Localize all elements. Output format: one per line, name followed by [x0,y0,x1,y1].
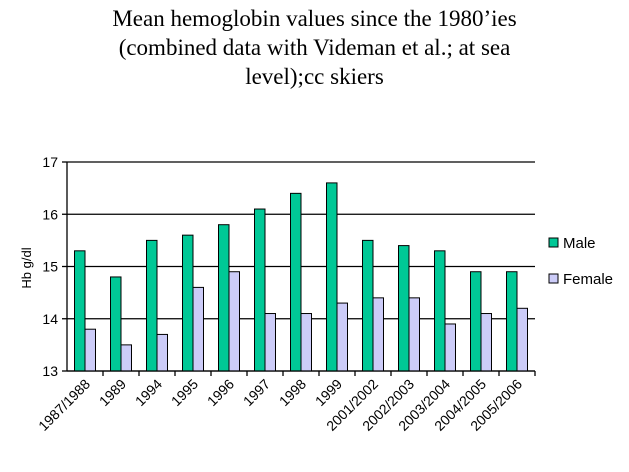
bar-male [506,271,518,372]
bar-female [336,302,348,372]
y-tick-label: 16 [42,206,58,222]
bar-male [362,239,374,372]
bar-female [264,313,276,372]
bar-female [372,297,384,372]
legend-label-male: Male [563,235,596,252]
bar-female [408,297,420,372]
title-line-3: level);cc skiers [245,64,384,89]
bar-female [228,271,240,372]
bar-female [300,313,312,372]
y-axis-label: Hb g/dl [19,247,34,288]
x-tick-label: 1987/1988 [35,376,93,434]
bar-female [84,328,96,372]
x-tick-label: 1989 [96,376,129,409]
bar-male [110,276,122,372]
bar-female [192,286,204,372]
y-tick-label: 13 [42,363,58,379]
x-tick-label: 1997 [240,376,273,409]
legend-swatch-female [548,273,559,284]
bar-male [326,182,338,372]
bar-female [516,307,528,372]
bar-male [254,208,266,372]
x-tick-label: 1998 [276,376,309,409]
bar-female [480,313,492,372]
bar-female [444,323,456,372]
bar-male [470,271,482,372]
chart-title: Mean hemoglobin values since the 1980’ie… [0,4,629,91]
bar-male [398,245,410,372]
bar-female [120,344,132,372]
title-line-2: (combined data with Videman et al.; at s… [118,35,511,60]
bar-male [290,192,302,372]
bar-male [182,234,194,372]
title-line-1: Mean hemoglobin values since the 1980’ie… [112,6,517,31]
y-tick-label: 15 [42,259,58,275]
x-tick-label: 1995 [168,376,201,409]
bar-male [146,239,158,372]
bar-female [156,333,168,372]
y-tick-label: 17 [42,154,58,170]
x-tick-label: 1994 [132,376,165,409]
bar-male [74,250,86,372]
legend-swatch-male [548,237,559,248]
x-tick-label: 1996 [204,376,237,409]
y-tick-label: 14 [42,311,58,327]
legend-label-female: Female [563,271,613,288]
bar-male [434,250,446,372]
bar-male [218,224,230,372]
